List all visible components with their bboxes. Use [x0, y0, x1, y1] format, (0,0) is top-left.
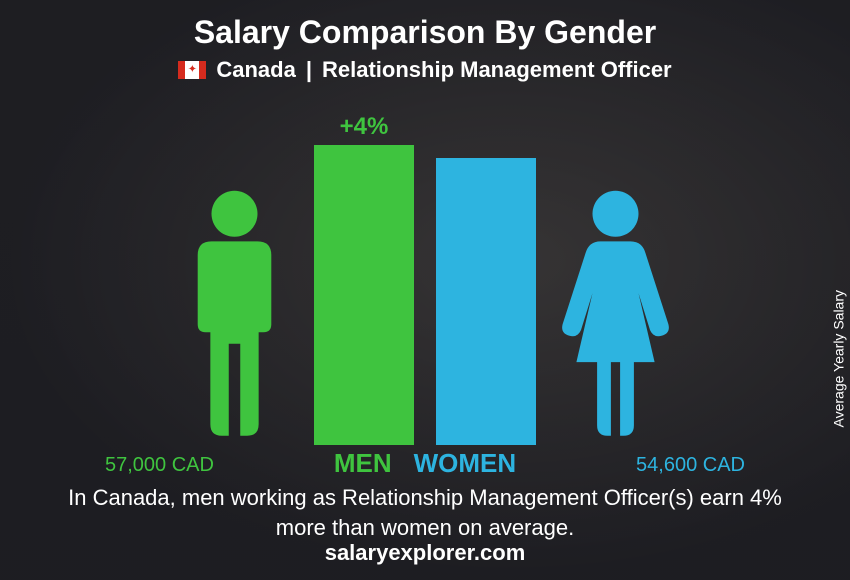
source-footer: salaryexplorer.com — [0, 540, 850, 566]
chart-area: +4% 57,000 CAD 54,600 CAD MEN WOMEN — [0, 105, 850, 445]
chart-row: +4% — [177, 145, 673, 445]
subtitle-separator: | — [306, 57, 312, 83]
summary-text: In Canada, men working as Relationship M… — [0, 483, 850, 542]
men-salary-bar: +4% — [314, 145, 414, 445]
subtitle-row: ✦ Canada | Relationship Management Offic… — [0, 57, 850, 83]
chart-title: Salary Comparison By Gender — [0, 0, 850, 51]
male-person-icon — [177, 185, 292, 445]
subtitle-country: Canada — [216, 57, 295, 83]
canada-flag-icon: ✦ — [178, 61, 206, 79]
women-salary-bar — [436, 158, 536, 445]
female-person-icon — [558, 185, 673, 445]
y-axis-label: Average Yearly Salary — [830, 290, 846, 428]
subtitle-job: Relationship Management Officer — [322, 57, 672, 83]
men-diff-label: +4% — [340, 113, 389, 141]
men-gender-label: MEN — [334, 448, 392, 479]
women-gender-label: WOMEN — [414, 448, 517, 479]
